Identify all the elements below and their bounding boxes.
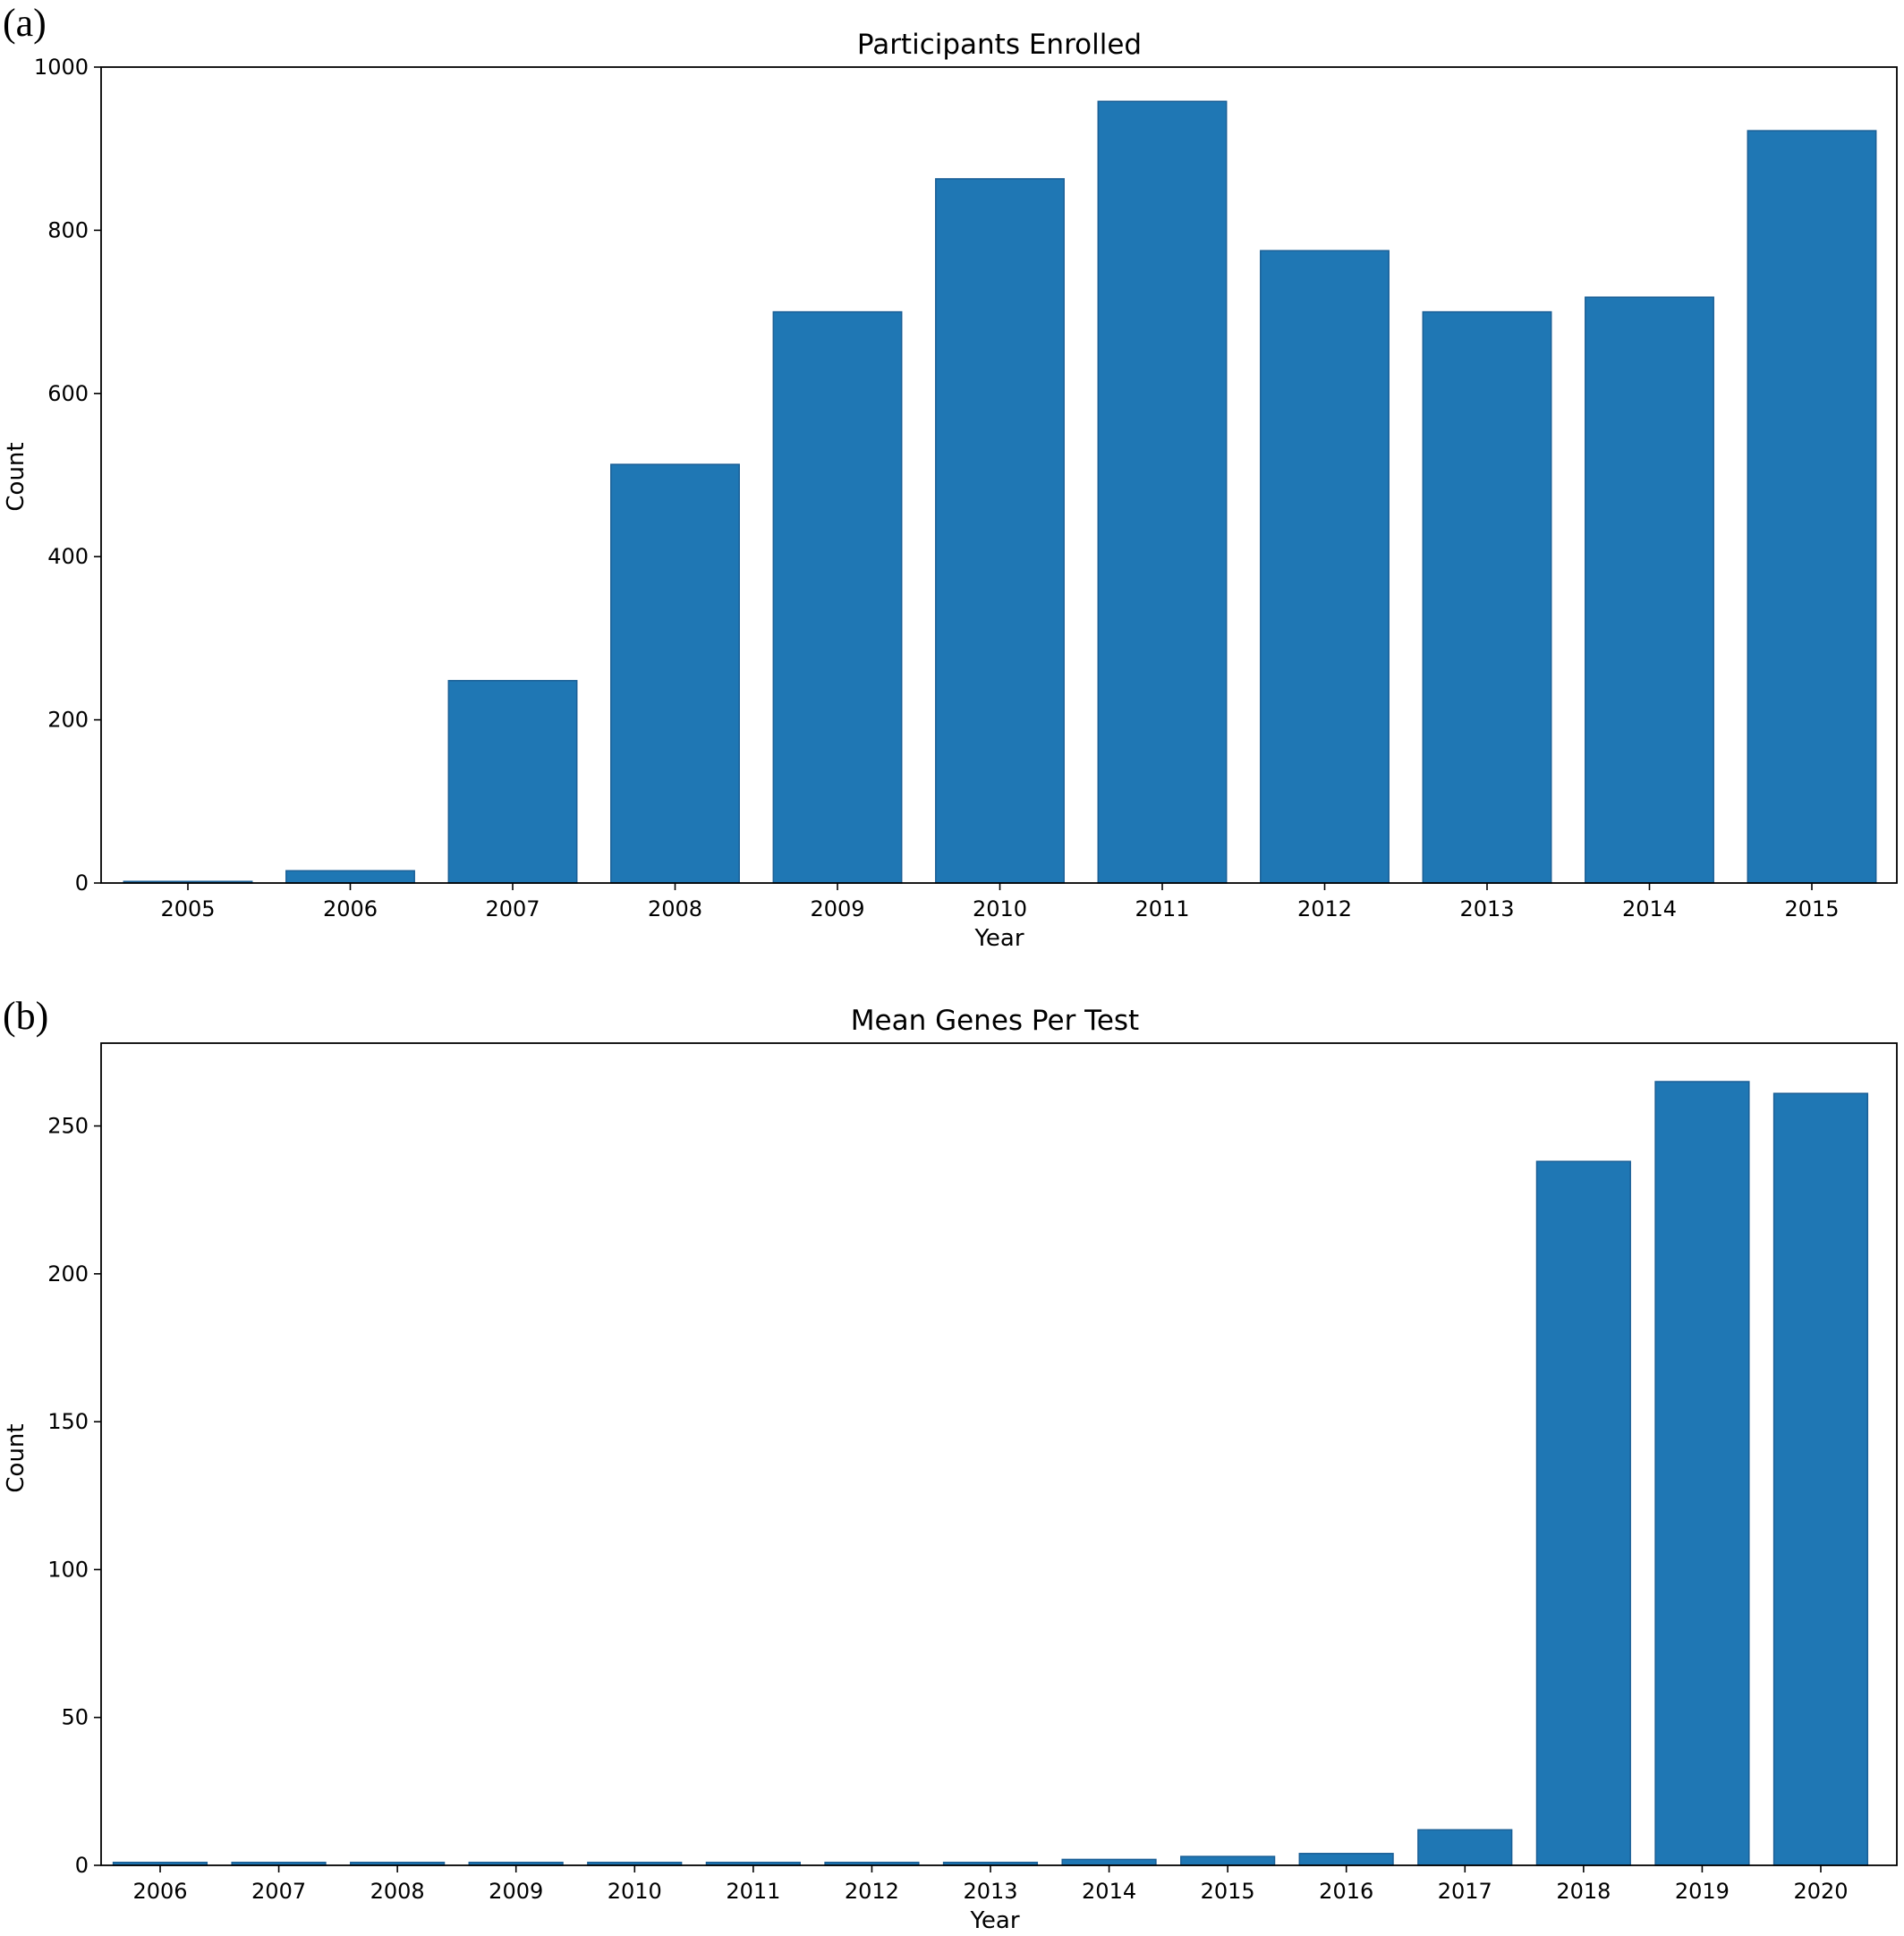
bar-2014	[1061, 1858, 1157, 1866]
x-axis-label: Year	[969, 1907, 1019, 1934]
panel-label-b: (b)	[3, 994, 48, 1038]
bar-2016	[1298, 1853, 1394, 1866]
bar-2008	[610, 463, 740, 884]
bar-2020	[1772, 1092, 1869, 1866]
bar-2010	[935, 178, 1065, 884]
bar-2012	[1260, 250, 1390, 884]
bar-2015	[1747, 130, 1877, 884]
x-tick-label: 2016	[1319, 1879, 1373, 1904]
x-tick-label: 2014	[1622, 896, 1677, 921]
x-tick-label: 2012	[845, 1879, 899, 1904]
bar-2009	[772, 310, 903, 884]
bar-2007	[447, 680, 578, 884]
bar-2013	[1422, 310, 1552, 884]
bar-2019	[1654, 1081, 1750, 1866]
x-tick-label: 2019	[1675, 1879, 1730, 1904]
x-tick-label: 2018	[1556, 1879, 1611, 1904]
y-tick-label: 100	[47, 1557, 89, 1582]
x-tick-label: 2015	[1784, 896, 1839, 921]
y-tick-label: 200	[47, 708, 89, 733]
x-tick-label: 2008	[370, 1879, 425, 1904]
x-tick-label: 2013	[1459, 896, 1514, 921]
chart-mean-genes-per-test: (b) Mean Genes Per Test Count Year 2006 2…	[3, 994, 1898, 1934]
chart-title: Participants Enrolled	[857, 29, 1142, 61]
bar-2014	[1585, 296, 1714, 884]
y-axis-label: Count	[3, 1423, 30, 1492]
ticks-group: 2005 2006 2007 2008 2009 2010 2011 2012 2013 2014…	[34, 55, 1840, 921]
bar-2011	[1097, 100, 1228, 884]
x-tick-label: 2010	[973, 896, 1027, 921]
x-tick-label: 2017	[1438, 1879, 1492, 1904]
y-tick-label: 0	[75, 870, 89, 896]
x-tick-label: 2010	[608, 1879, 662, 1904]
y-tick-label: 250	[47, 1114, 89, 1139]
y-tick-label: 800	[47, 217, 89, 242]
x-tick-label: 2009	[810, 896, 864, 921]
plot-frame	[100, 66, 1898, 884]
x-tick-label: 2013	[963, 1879, 1017, 1904]
x-tick-label: 2020	[1793, 1879, 1848, 1904]
panel-label-a: (a)	[3, 1, 47, 45]
y-tick-label: 0	[75, 1853, 89, 1878]
y-tick-label: 200	[47, 1261, 89, 1286]
bars-group	[112, 1081, 1869, 1866]
y-tick-label: 1000	[34, 55, 89, 80]
y-tick-label: 150	[47, 1409, 89, 1434]
x-tick-label: 2014	[1082, 1879, 1136, 1904]
bar-2006	[285, 870, 415, 884]
bars-group	[123, 100, 1877, 884]
bar-2015	[1180, 1855, 1276, 1866]
chart-title: Mean Genes Per Test	[851, 1005, 1139, 1037]
x-tick-label: 2011	[726, 1879, 780, 1904]
y-tick-label: 400	[47, 544, 89, 569]
bar-2017	[1417, 1829, 1513, 1866]
x-axis-label: Year	[973, 925, 1024, 952]
ticks-group: 2006 2007 2008 2009 2010 2011 2012 2013 2014 2015…	[47, 1114, 1848, 1904]
chart-participants-enrolled: (a) Participants Enrolled Count Year 200…	[3, 1, 1898, 952]
y-tick-label: 600	[47, 381, 89, 406]
y-axis-label: Count	[3, 442, 30, 511]
x-tick-label: 2005	[160, 896, 215, 921]
x-tick-label: 2011	[1135, 896, 1189, 921]
x-tick-label: 2015	[1201, 1879, 1255, 1904]
x-tick-label: 2012	[1297, 896, 1352, 921]
x-tick-label: 2006	[323, 896, 378, 921]
x-tick-label: 2007	[485, 896, 540, 921]
bar-2018	[1535, 1160, 1631, 1866]
x-tick-label: 2009	[489, 1879, 543, 1904]
x-tick-label: 2008	[648, 896, 702, 921]
plot-frame	[100, 1042, 1898, 1866]
x-tick-label: 2007	[251, 1879, 306, 1904]
y-tick-label: 50	[61, 1705, 89, 1730]
x-tick-label: 2006	[132, 1879, 187, 1904]
